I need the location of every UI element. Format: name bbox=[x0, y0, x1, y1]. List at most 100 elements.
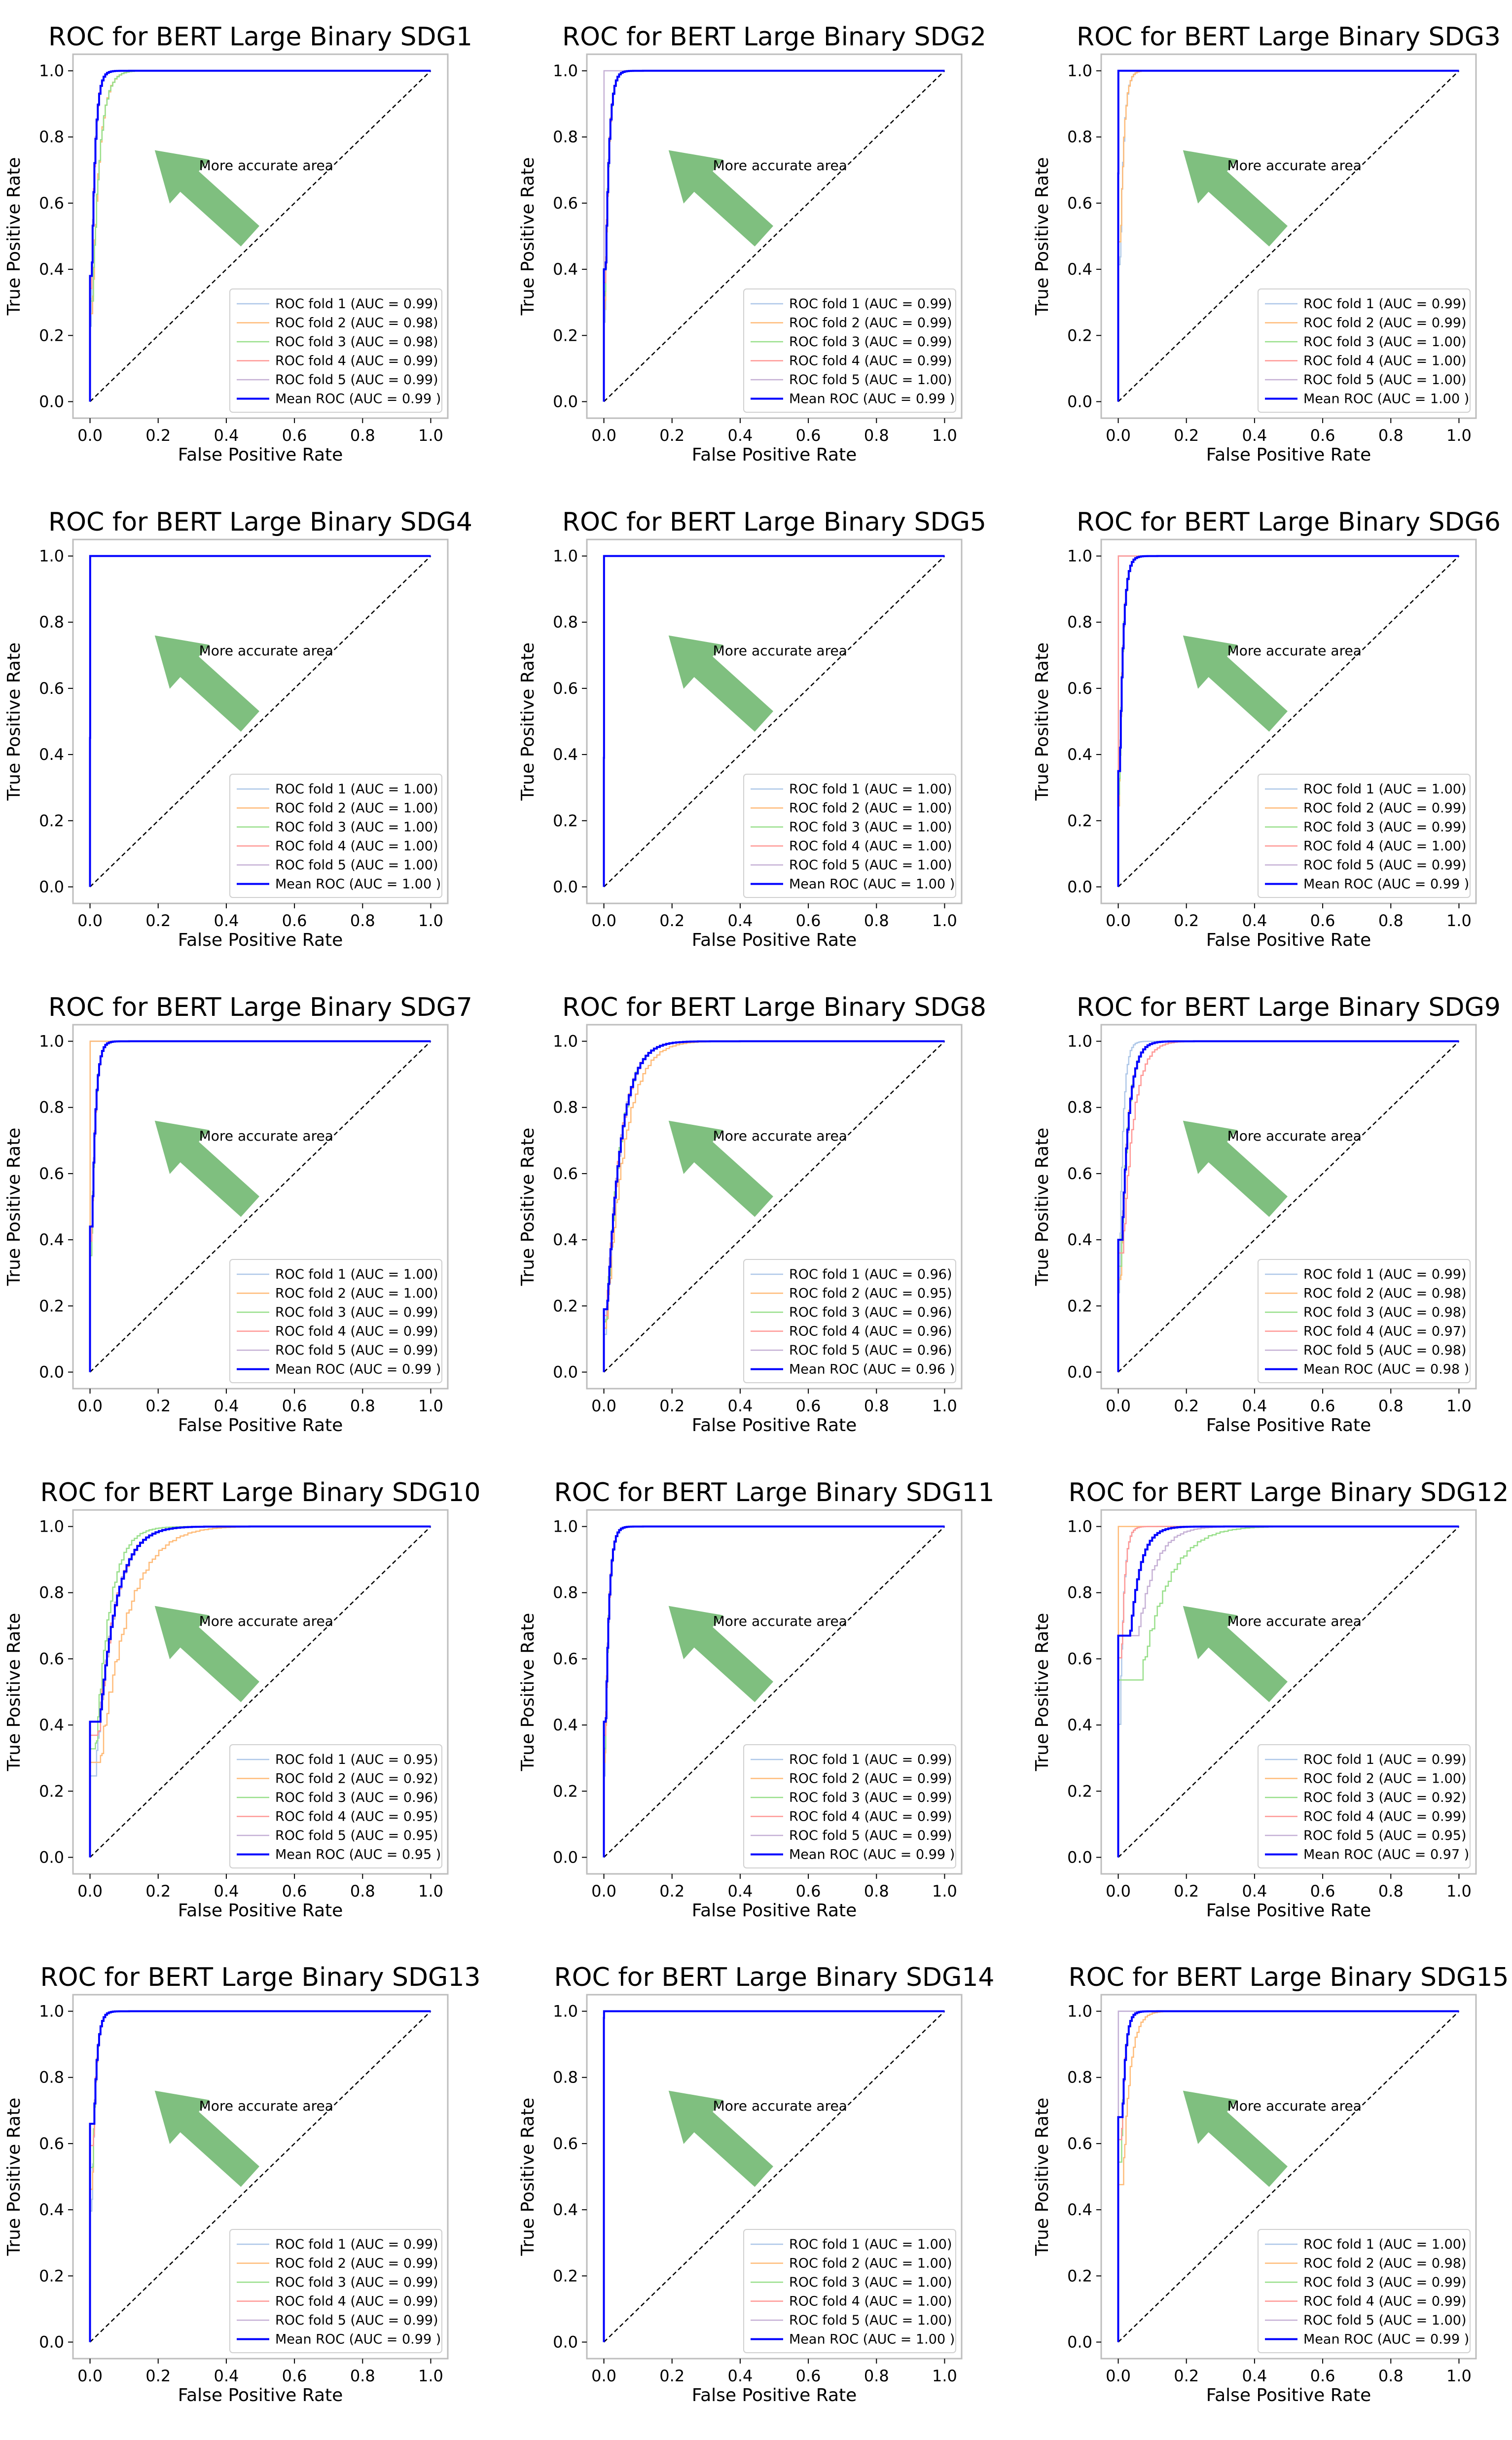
x-axis-label: False Positive Rate bbox=[1206, 930, 1371, 950]
x-tick-label: 1.0 bbox=[418, 2367, 443, 2385]
y-tick-label: 0.8 bbox=[39, 1098, 64, 1117]
legend-fold-4-label: ROC fold 4 (AUC = 0.99) bbox=[275, 354, 438, 369]
more-accurate-label: More accurate area bbox=[199, 643, 333, 659]
y-tick-label: 0.6 bbox=[553, 1164, 578, 1183]
y-tick-label: 0.0 bbox=[39, 1363, 64, 1381]
legend-box bbox=[1258, 774, 1471, 898]
y-tick-label: 0.2 bbox=[39, 811, 64, 830]
legend-fold-3-label: ROC fold 3 (AUC = 0.99) bbox=[1303, 2275, 1467, 2290]
y-tick-label: 0.6 bbox=[1067, 1650, 1092, 1668]
legend-fold-2-label: ROC fold 2 (AUC = 0.92) bbox=[275, 1771, 438, 1787]
more-accurate-label: More accurate area bbox=[713, 643, 847, 659]
y-tick-label: 0.8 bbox=[553, 613, 578, 632]
x-tick-label: 1.0 bbox=[1446, 2367, 1472, 2385]
legend-fold-5-label: ROC fold 5 (AUC = 1.00) bbox=[275, 858, 438, 873]
x-tick-label: 0.2 bbox=[1174, 1397, 1199, 1415]
x-axis-label: False Positive Rate bbox=[1206, 2385, 1371, 2405]
x-tick-label: 0.8 bbox=[1378, 1882, 1404, 1901]
legend-mean-label: Mean ROC (AUC = 0.99 ) bbox=[789, 1847, 955, 1863]
x-tick-label: 0.8 bbox=[350, 426, 375, 445]
x-tick-label: 0.4 bbox=[214, 426, 239, 445]
legend-mean-label: Mean ROC (AUC = 1.00 ) bbox=[789, 877, 955, 892]
x-tick-label: 0.2 bbox=[1174, 1882, 1199, 1901]
more-accurate-arrow bbox=[668, 2090, 773, 2187]
legend-box bbox=[743, 774, 956, 898]
plot-frame bbox=[72, 1024, 449, 1390]
y-tick-label: 1.0 bbox=[1067, 1517, 1092, 1536]
more-accurate-arrow bbox=[668, 1606, 773, 1702]
roc-subplot-2: ROC for BERT Large Binary SDG2 0.0 0.0 0.2 0… bbox=[518, 22, 986, 465]
legend-fold-1-label: ROC fold 1 (AUC = 0.99) bbox=[275, 296, 438, 312]
legend-fold-4-label: ROC fold 4 (AUC = 1.00) bbox=[1303, 839, 1467, 854]
legend: ROC fold 1 (AUC = 0.99) ROC fold 2 (AUC =… bbox=[743, 288, 956, 413]
y-tick-label: 0.0 bbox=[39, 1848, 64, 1866]
chart-title: ROC for BERT Large Binary SDG7 bbox=[48, 993, 472, 1022]
x-tick-label: 0.0 bbox=[591, 426, 616, 445]
y-tick-label: 1.0 bbox=[39, 1517, 64, 1536]
legend: ROC fold 1 (AUC = 1.00) ROC fold 2 (AUC =… bbox=[1258, 2229, 1471, 2353]
legend-fold-3-label: ROC fold 3 (AUC = 1.00) bbox=[789, 2275, 952, 2290]
x-tick-label: 0.2 bbox=[659, 1882, 684, 1901]
y-tick-label: 0.4 bbox=[1067, 260, 1092, 279]
roc-subplot-4: ROC for BERT Large Binary SDG4 0.0 0.0 0.2 0… bbox=[4, 507, 472, 950]
legend-mean-label: Mean ROC (AUC = 1.00 ) bbox=[275, 877, 441, 892]
x-tick-label: 0.0 bbox=[1106, 1397, 1131, 1415]
more-accurate-label: More accurate area bbox=[713, 2098, 847, 2114]
legend-mean-label: Mean ROC (AUC = 0.96 ) bbox=[789, 1362, 955, 1377]
x-tick-label: 0.6 bbox=[1310, 1397, 1335, 1415]
x-tick-label: 0.2 bbox=[1174, 2367, 1199, 2385]
y-tick-label: 0.2 bbox=[1067, 811, 1092, 830]
y-axis-label: True Positive Rate bbox=[1032, 1128, 1052, 1287]
legend-fold-4-label: ROC fold 4 (AUC = 1.00) bbox=[789, 2294, 952, 2309]
y-tick-label: 0.2 bbox=[1067, 1782, 1092, 1800]
y-tick-label: 0.4 bbox=[39, 2200, 64, 2219]
y-tick-label: 0.6 bbox=[553, 1650, 578, 1668]
x-tick-label: 0.8 bbox=[350, 1882, 375, 1901]
legend-fold-2-label: ROC fold 2 (AUC = 1.00) bbox=[789, 2256, 952, 2271]
y-tick-label: 0.8 bbox=[39, 1583, 64, 1602]
chart-title: ROC for BERT Large Binary SDG15 bbox=[1068, 1963, 1509, 1992]
legend-fold-1-label: ROC fold 1 (AUC = 1.00) bbox=[789, 782, 952, 797]
legend-fold-4-label: ROC fold 4 (AUC = 0.99) bbox=[1303, 1809, 1467, 1825]
legend-fold-3-label: ROC fold 3 (AUC = 0.99) bbox=[789, 334, 952, 350]
chart-title: ROC for BERT Large Binary SDG4 bbox=[48, 507, 472, 537]
plot-frame bbox=[586, 53, 963, 419]
legend: ROC fold 1 (AUC = 1.00) ROC fold 2 (AUC =… bbox=[743, 2229, 956, 2353]
roc-subplot-6: ROC for BERT Large Binary SDG6 0.0 0.0 0.2 0… bbox=[1032, 507, 1501, 950]
x-tick-label: 0.0 bbox=[77, 2367, 103, 2385]
chart-title: ROC for BERT Large Binary SDG11 bbox=[554, 1478, 994, 1507]
chance-diagonal bbox=[1117, 1526, 1460, 1858]
x-tick-label: 0.4 bbox=[1242, 1397, 1267, 1415]
x-tick-label: 0.8 bbox=[1378, 911, 1404, 930]
chance-diagonal bbox=[89, 1041, 432, 1373]
y-tick-label: 0.4 bbox=[553, 745, 578, 764]
legend-fold-3-label: ROC fold 3 (AUC = 0.98) bbox=[1303, 1305, 1467, 1320]
legend: ROC fold 1 (AUC = 0.96) ROC fold 2 (AUC =… bbox=[743, 1259, 956, 1383]
x-tick-label: 0.6 bbox=[1310, 1882, 1335, 1901]
x-tick-label: 1.0 bbox=[932, 1397, 957, 1415]
roc-subplot-14: ROC for BERT Large Binary SDG14 0.0 0.0 0.2… bbox=[518, 1963, 995, 2405]
legend-mean-label: Mean ROC (AUC = 0.99 ) bbox=[275, 392, 441, 407]
y-axis-label: True Positive Rate bbox=[1032, 643, 1052, 801]
legend-fold-5-label: ROC fold 5 (AUC = 0.99) bbox=[275, 1343, 438, 1358]
y-tick-label: 0.0 bbox=[553, 1363, 578, 1381]
x-axis-label: False Positive Rate bbox=[178, 930, 343, 950]
legend-fold-3-label: ROC fold 3 (AUC = 1.00) bbox=[1303, 334, 1467, 350]
mean-roc-curve bbox=[603, 1525, 945, 1858]
x-tick-label: 0.0 bbox=[1106, 911, 1131, 930]
y-tick-label: 0.4 bbox=[553, 260, 578, 279]
more-accurate-label: More accurate area bbox=[1227, 643, 1362, 659]
legend-fold-1-label: ROC fold 1 (AUC = 0.99) bbox=[275, 2237, 438, 2252]
x-tick-label: 0.8 bbox=[350, 911, 375, 930]
chance-diagonal bbox=[603, 1041, 945, 1373]
x-tick-label: 1.0 bbox=[418, 1397, 443, 1415]
x-tick-label: 0.0 bbox=[591, 1397, 616, 1415]
x-tick-label: 0.0 bbox=[77, 1882, 103, 1901]
legend-fold-1-label: ROC fold 1 (AUC = 1.00) bbox=[1303, 782, 1467, 797]
legend-mean-label: Mean ROC (AUC = 0.99 ) bbox=[789, 392, 955, 407]
y-tick-label: 0.6 bbox=[1067, 679, 1092, 698]
legend-fold-5-label: ROC fold 5 (AUC = 0.95) bbox=[275, 1828, 438, 1843]
y-tick-label: 0.2 bbox=[553, 811, 578, 830]
plot-frame bbox=[1100, 538, 1477, 904]
mean-roc-curve bbox=[89, 1040, 431, 1372]
